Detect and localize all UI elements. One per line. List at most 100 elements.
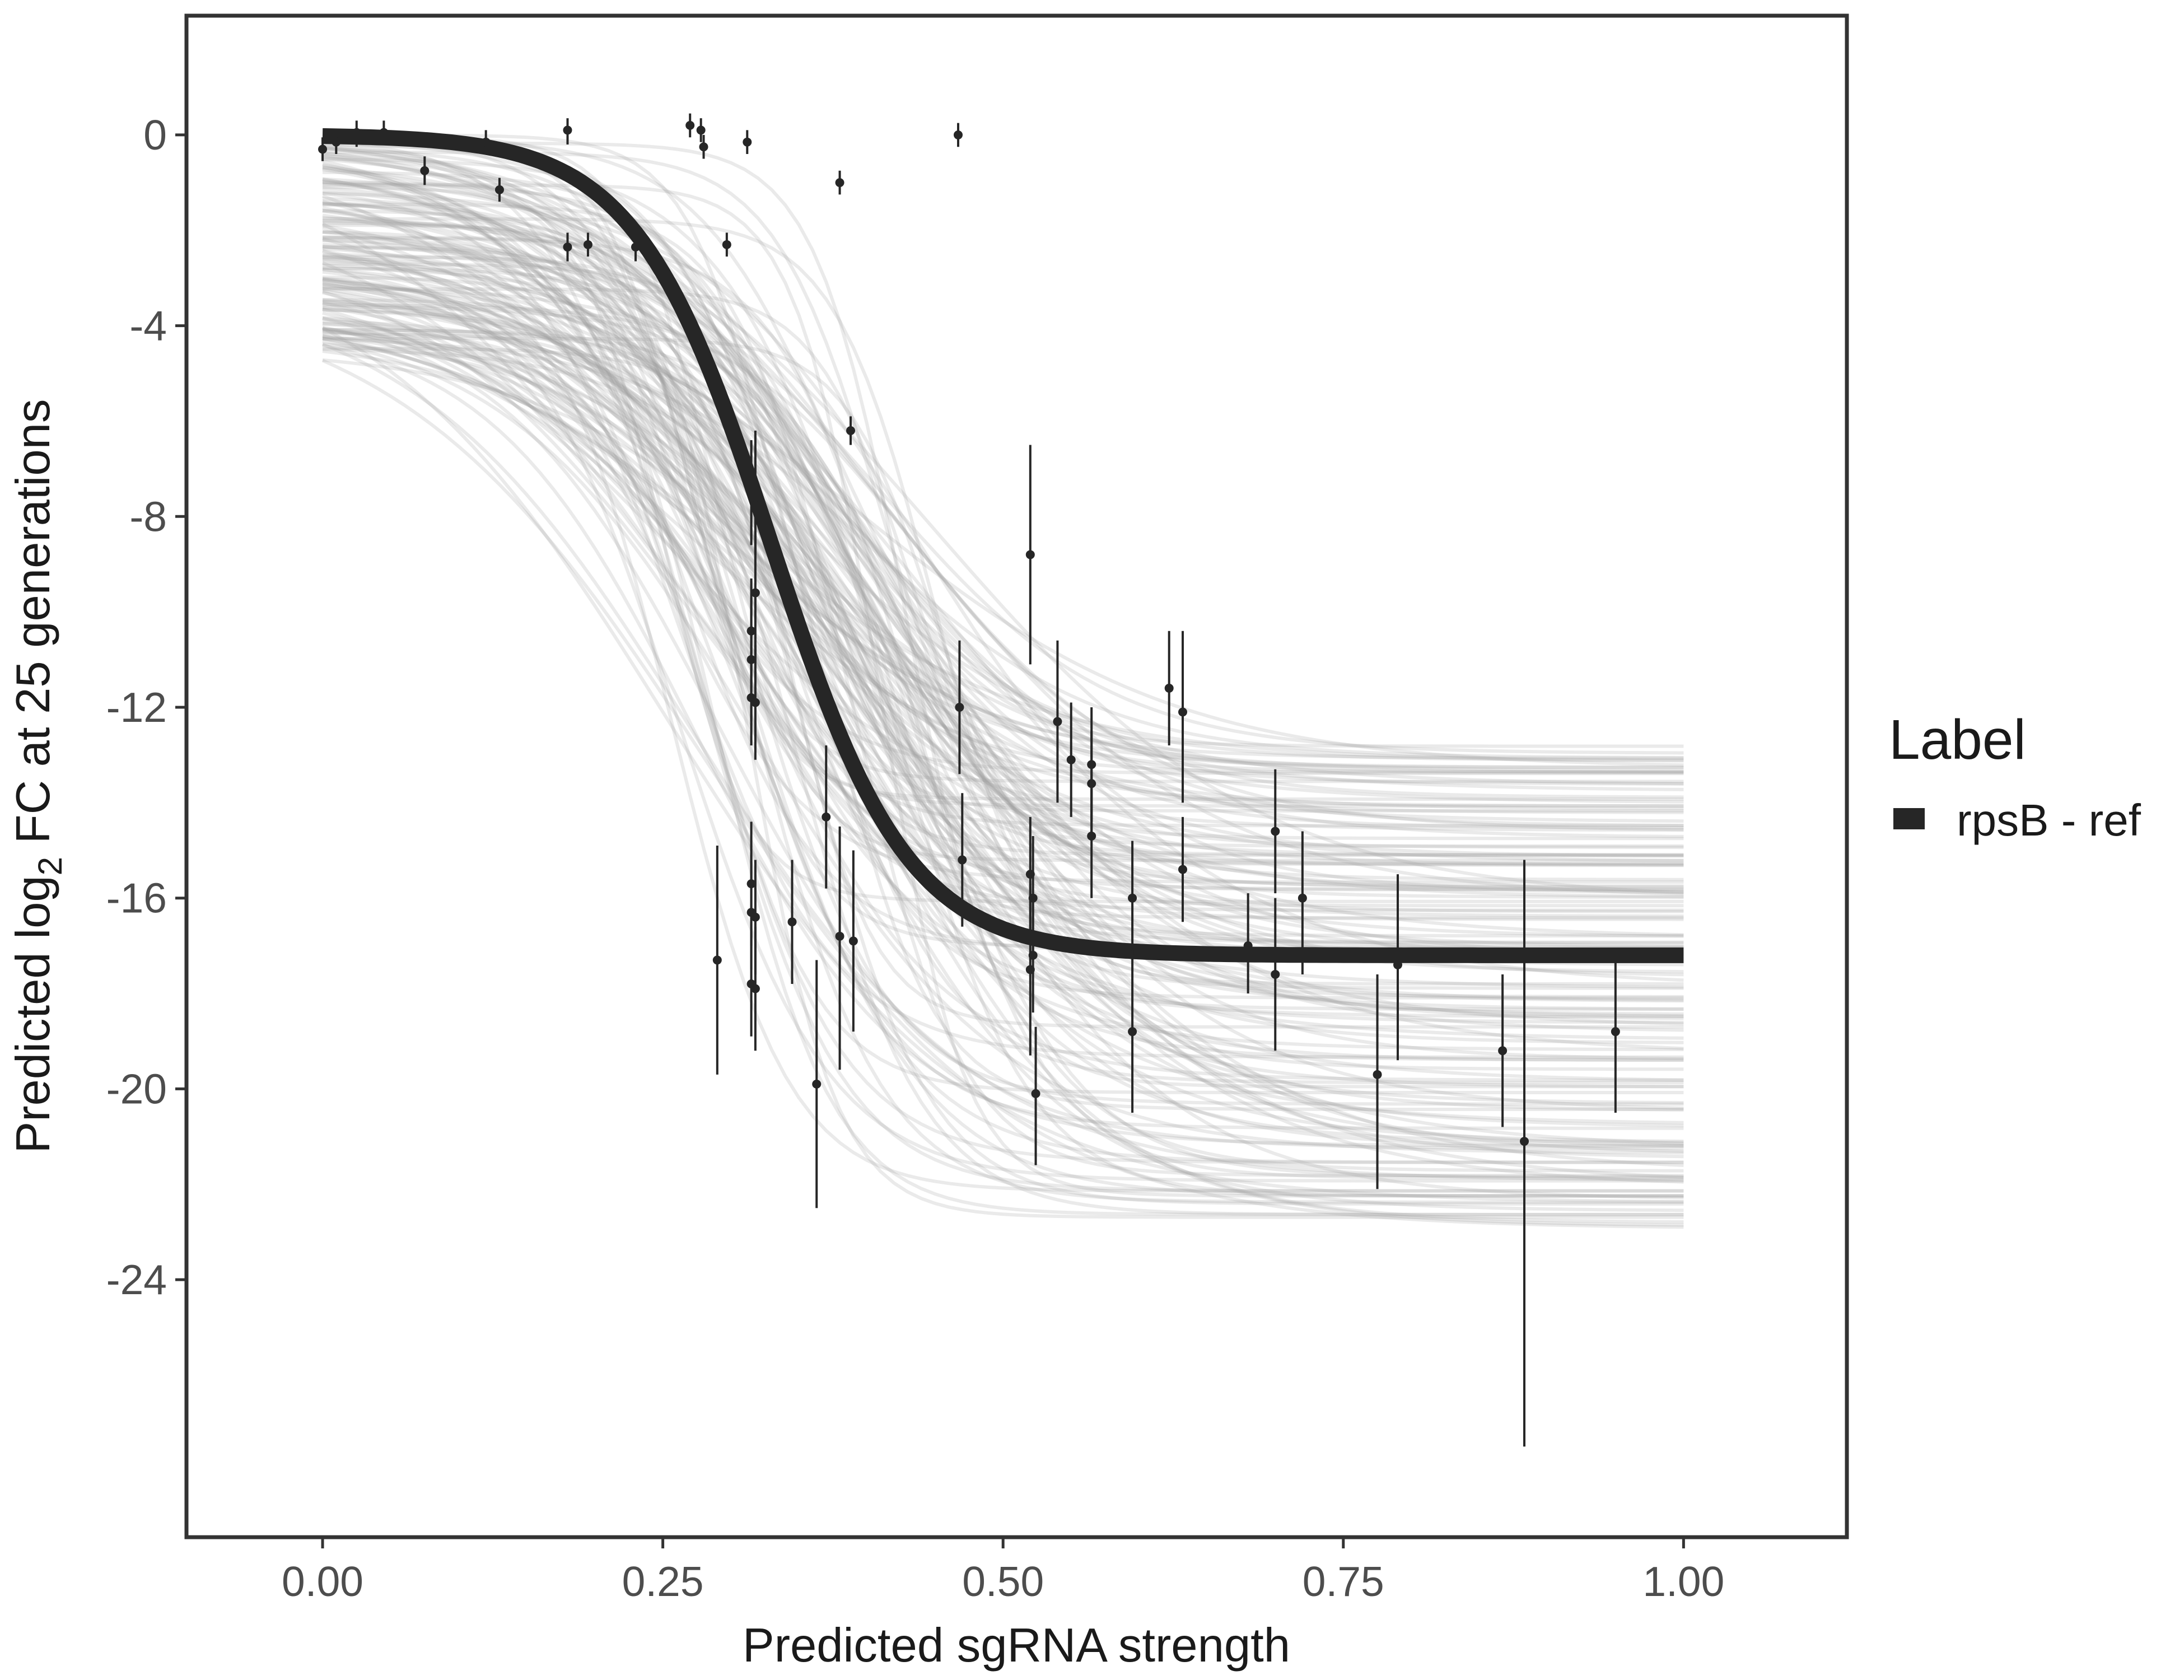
- data-point: [750, 588, 760, 598]
- posterior-draw-line: [322, 349, 1684, 1018]
- posterior-draw-line: [322, 202, 1684, 1178]
- posterior-draw-line: [322, 224, 1684, 808]
- posterior-draw-line: [322, 343, 1684, 1148]
- fit-line-layer: [322, 128, 1684, 963]
- data-point: [379, 128, 389, 137]
- legend-key-rpsb-ref: [1893, 808, 1925, 829]
- posterior-draw-line: [322, 337, 1684, 804]
- posterior-draw-line: [322, 152, 1684, 1106]
- posterior-draw-line: [322, 206, 1684, 786]
- posterior-draw-line: [322, 307, 1684, 823]
- posterior-draw-line: [322, 209, 1684, 938]
- posterior-draw-line: [323, 183, 1684, 1198]
- posterior-draw-line: [322, 305, 1684, 769]
- data-point: [846, 426, 855, 435]
- posterior-draw-line: [322, 200, 1684, 918]
- data-point: [1520, 1137, 1529, 1146]
- data-point: [743, 137, 752, 147]
- data-point: [563, 125, 572, 135]
- posterior-draw-line: [322, 182, 1684, 841]
- data-point: [1271, 827, 1280, 836]
- data-point: [835, 931, 844, 941]
- posterior-draw-line: [322, 267, 1684, 1110]
- posterior-draw-line: [322, 253, 1684, 889]
- data-point: [750, 493, 760, 502]
- fit-line-rpsb-ref: [322, 128, 1684, 963]
- y-tick-label: -12: [106, 684, 167, 731]
- data-point: [420, 166, 430, 175]
- x-tick-label: 0.00: [282, 1558, 363, 1605]
- panel-border: [184, 13, 1849, 1539]
- legend-label-rpsb-ref: rpsB - ref: [1957, 795, 2141, 845]
- data-point: [822, 812, 831, 822]
- posterior-draw-line: [323, 133, 1684, 813]
- x-tick-label: 0.75: [1303, 1558, 1384, 1605]
- data-point: [1498, 1046, 1508, 1056]
- posterior-draw-line: [323, 236, 1684, 1029]
- posterior-draw-line: [322, 259, 1684, 948]
- data-point: [712, 955, 722, 965]
- data-point: [722, 240, 731, 249]
- posterior-draw-line: [322, 202, 1684, 1159]
- posterior-draw-line: [322, 219, 1684, 1000]
- posterior-draw-line: [322, 266, 1684, 913]
- data-point: [352, 128, 361, 137]
- y-axis-title-subscript: 2: [31, 857, 69, 875]
- data-point: [1243, 941, 1253, 950]
- posterior-draw-line: [322, 342, 1684, 1144]
- posterior-draw-line: [322, 301, 1684, 977]
- data-point: [812, 1079, 822, 1089]
- posterior-draw-line: [322, 245, 1684, 1206]
- posterior-draw-line: [322, 328, 1684, 944]
- posterior-draw-line: [322, 280, 1684, 1212]
- posterior-draw-line: [322, 329, 1684, 1089]
- posterior-draw-line: [322, 137, 1684, 949]
- posterior-draw-line: [322, 246, 1684, 814]
- posterior-draw-line: [322, 199, 1684, 1062]
- posterior-draw-line: [322, 237, 1684, 894]
- posterior-draw-line: [321, 194, 1684, 773]
- x-tick-label: 0.25: [622, 1558, 704, 1605]
- posterior-draw-line: [322, 282, 1684, 838]
- posterior-draw-line: [322, 157, 1684, 762]
- posterior-draw-line: [322, 316, 1684, 832]
- posterior-draw-line: [322, 166, 1684, 895]
- data-points: [318, 113, 1620, 1447]
- posterior-draw-line: [322, 308, 1684, 881]
- posterior-draw-line: [322, 249, 1684, 763]
- x-axis-title: Predicted sgRNA strength: [743, 1619, 1290, 1672]
- data-point: [1053, 717, 1062, 726]
- posterior-draw-line: [322, 263, 1684, 1193]
- posterior-draw-line: [322, 307, 1684, 828]
- posterior-draw-line: [322, 330, 1684, 1094]
- data-point: [318, 144, 328, 154]
- data-point: [1373, 1070, 1382, 1079]
- posterior-draw-line: [322, 326, 1684, 1167]
- posterior-draw-line: [322, 153, 1684, 1026]
- posterior-draw-line: [322, 321, 1684, 974]
- posterior-draw-line: [322, 283, 1684, 1224]
- posterior-draw-line: [322, 177, 1684, 1061]
- x-axis: 0.00 0.25 0.50 0.75 1.00: [282, 1539, 1724, 1605]
- posterior-draw-line: [322, 146, 1684, 1062]
- x-tick-label: 1.00: [1642, 1558, 1724, 1605]
- posterior-draw-line: [322, 202, 1684, 1148]
- posterior-draw-line: [322, 286, 1684, 799]
- y-tick-label: 0: [143, 111, 167, 158]
- posterior-draw-line: [322, 230, 1684, 1216]
- data-point: [750, 984, 760, 993]
- posterior-draw-line: [322, 316, 1684, 1146]
- posterior-draw-line: [322, 298, 1684, 1200]
- data-point: [1178, 865, 1187, 874]
- posterior-draw-line: [322, 151, 1684, 1127]
- posterior-draw-line: [322, 139, 1684, 1164]
- y-tick-label: -20: [106, 1065, 167, 1112]
- data-point: [1611, 1027, 1620, 1037]
- data-point: [750, 698, 760, 707]
- y-tick-label: -4: [129, 302, 167, 349]
- data-point: [1031, 1089, 1040, 1098]
- posterior-draw-line: [322, 177, 1684, 858]
- posterior-draw-line: [323, 236, 1684, 1180]
- data-point: [332, 137, 341, 147]
